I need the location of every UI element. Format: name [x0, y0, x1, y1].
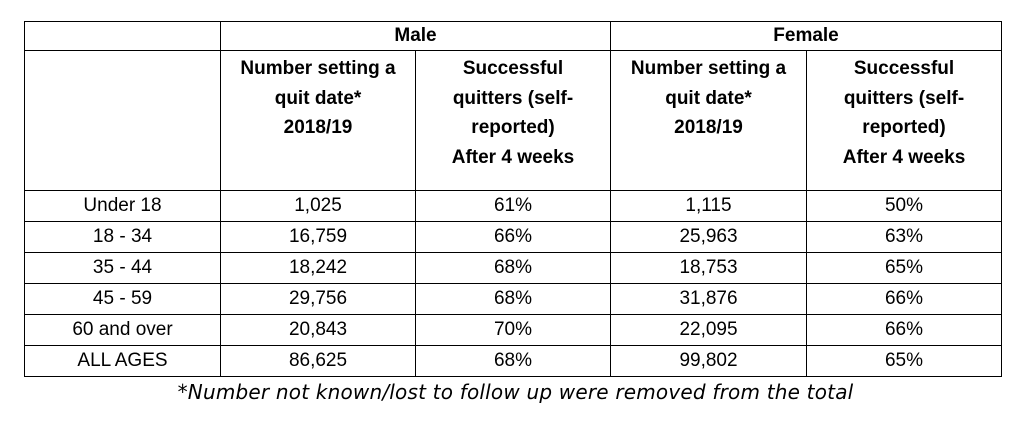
- header-line: quitters (self-: [452, 87, 574, 109]
- column-header-female-success: Successful quitters (self- reported) Aft…: [805, 50, 1003, 191]
- female-number-cell: 25,963: [610, 221, 807, 253]
- header-line: Successful: [853, 58, 955, 79]
- female-number-cell: 1,115: [610, 190, 807, 222]
- column-header-row: Number setting a quit date* 2018/19 Succ…: [24, 50, 1003, 191]
- header-line: quitters (self-: [843, 87, 965, 109]
- header-line: 2018/19: [674, 117, 743, 138]
- male-number-cell: 1,025: [220, 190, 416, 222]
- male-number-cell: 86,625: [220, 345, 416, 377]
- age-cell: 35 - 44: [24, 252, 221, 284]
- header-line: Number setting a: [630, 58, 787, 79]
- female-success-cell: 65%: [805, 345, 1003, 377]
- header-line: After 4 weeks: [451, 146, 575, 168]
- age-cell: 45 - 59: [24, 283, 221, 315]
- female-success-cell: 65%: [805, 252, 1003, 284]
- quit-statistics-table: Male Female Number setting a quit date* …: [24, 21, 1003, 377]
- column-header-male-success: Successful quitters (self- reported) Aft…: [415, 50, 611, 191]
- male-success-cell: 68%: [415, 252, 611, 284]
- table-row-total: ALL AGES 86,625 68% 99,802 65%: [24, 345, 1003, 377]
- header-line: reported): [471, 117, 555, 138]
- male-number-cell: 18,242: [220, 252, 416, 284]
- male-number-cell: 29,756: [220, 283, 416, 315]
- header-line: quit date*: [274, 87, 362, 109]
- header-line: After 4 weeks: [842, 146, 966, 168]
- column-header-male-number: Number setting a quit date* 2018/19: [220, 50, 416, 191]
- age-cell: 60 and over: [24, 314, 221, 346]
- group-header-row: Male Female: [24, 21, 1003, 51]
- table-row: 35 - 44 18,242 68% 18,753 65%: [24, 252, 1003, 284]
- column-header-female-number: Number setting a quit date* 2018/19: [610, 50, 807, 191]
- male-success-cell: 66%: [415, 221, 611, 253]
- female-number-cell: 31,876: [610, 283, 807, 315]
- group-header-male: Male: [220, 21, 611, 51]
- female-number-cell: 22,095: [610, 314, 807, 346]
- header-line: 2018/19: [283, 117, 353, 138]
- group-header-empty: [24, 21, 221, 51]
- header-line: quit date*: [665, 87, 752, 109]
- female-number-cell: 18,753: [610, 252, 807, 284]
- male-success-cell: 61%: [415, 190, 611, 222]
- female-success-cell: 63%: [805, 221, 1003, 253]
- header-line: Successful: [462, 58, 564, 79]
- male-number-cell: 20,843: [220, 314, 416, 346]
- female-success-cell: 66%: [805, 314, 1003, 346]
- column-header-age: [24, 50, 221, 191]
- table-row: Under 18 1,025 61% 1,115 50%: [24, 190, 1003, 222]
- male-success-cell: 68%: [415, 345, 611, 377]
- female-number-cell: 99,802: [610, 345, 807, 377]
- table-row: 45 - 59 29,756 68% 31,876 66%: [24, 283, 1003, 315]
- male-success-cell: 68%: [415, 283, 611, 315]
- footnote: *Number not known/lost to follow up were…: [177, 380, 854, 404]
- table-row: 18 - 34 16,759 66% 25,963 63%: [24, 221, 1003, 253]
- age-cell: Under 18: [24, 190, 221, 222]
- age-cell: 18 - 34: [24, 221, 221, 253]
- group-header-female: Female: [609, 21, 1003, 51]
- female-success-cell: 66%: [805, 283, 1003, 315]
- table-row: 60 and over 20,843 70% 22,095 66%: [24, 314, 1003, 346]
- header-line: reported): [862, 117, 946, 138]
- male-success-cell: 70%: [415, 314, 611, 346]
- male-number-cell: 16,759: [220, 221, 416, 253]
- header-line: Number setting a: [240, 58, 396, 79]
- female-success-cell: 50%: [805, 190, 1003, 222]
- age-cell: ALL AGES: [24, 345, 221, 377]
